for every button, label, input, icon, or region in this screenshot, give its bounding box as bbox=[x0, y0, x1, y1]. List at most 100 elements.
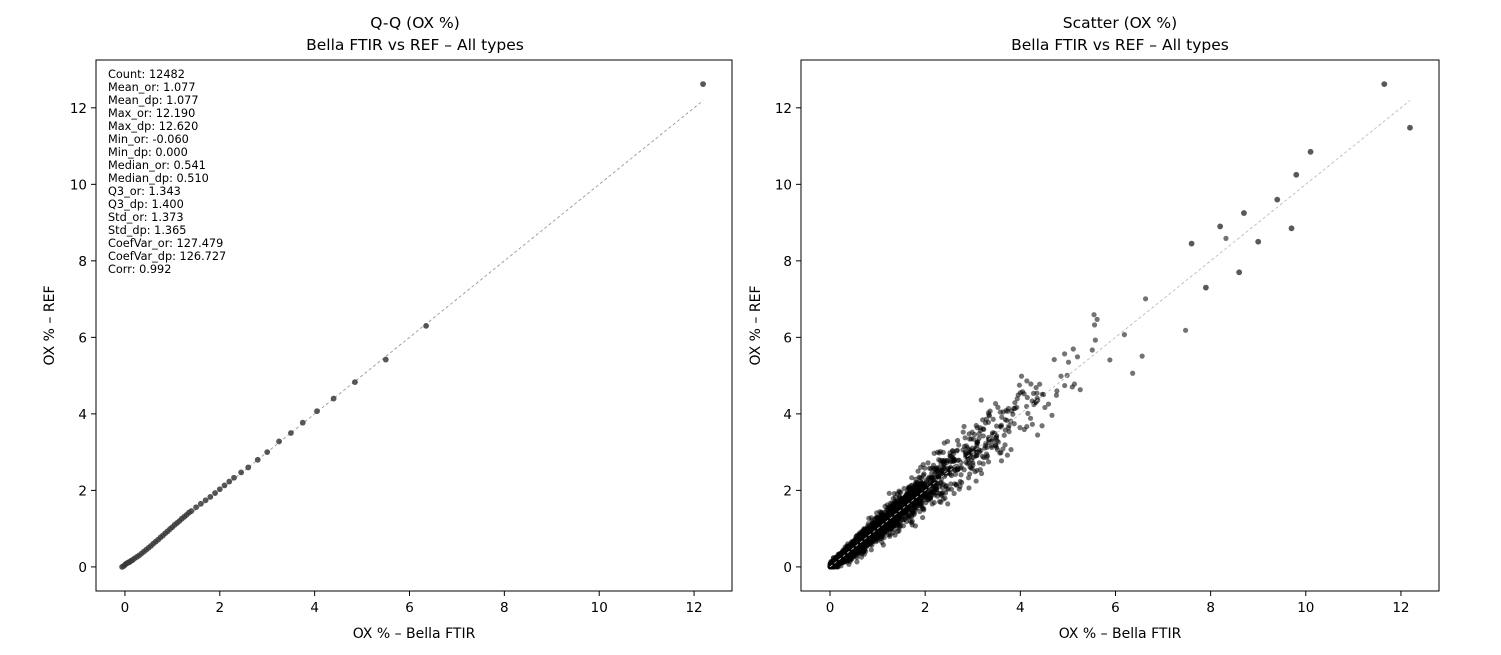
data-point bbox=[956, 442, 962, 448]
qq-y-tick-label: 6 bbox=[78, 330, 87, 346]
qq-y-tick-label: 10 bbox=[70, 177, 87, 193]
scatter-x-tick-label: 4 bbox=[1016, 600, 1025, 616]
stat-line: Q3_or: 1.343 bbox=[108, 185, 181, 198]
data-point bbox=[936, 450, 942, 456]
qq-y-tick-label: 0 bbox=[78, 560, 87, 576]
data-point bbox=[903, 518, 910, 525]
data-point bbox=[922, 465, 928, 471]
data-point bbox=[998, 458, 1005, 464]
stat-line: Std_or: 1.373 bbox=[108, 211, 184, 224]
qq-y-tick-label: 8 bbox=[78, 254, 87, 270]
data-point bbox=[976, 460, 983, 466]
data-point bbox=[1021, 391, 1027, 397]
data-point bbox=[912, 502, 918, 508]
data-point bbox=[903, 509, 909, 516]
data-point bbox=[949, 448, 956, 454]
data-point bbox=[1016, 382, 1023, 388]
data-point bbox=[1241, 210, 1247, 216]
data-point bbox=[980, 426, 986, 432]
qq-panel: Q-Q (OX %) Bella FTIR vs REF – All types… bbox=[42, 14, 733, 642]
stat-line: CoefVar_or: 127.479 bbox=[108, 237, 223, 250]
data-point bbox=[974, 425, 980, 431]
stat-line: CoefVar_dp: 126.727 bbox=[108, 250, 226, 263]
data-point bbox=[934, 493, 941, 499]
data-point bbox=[880, 542, 886, 548]
data-point bbox=[1089, 347, 1095, 353]
data-point bbox=[1033, 384, 1039, 391]
data-point bbox=[978, 397, 984, 403]
data-point bbox=[903, 492, 910, 498]
data-point bbox=[887, 531, 893, 537]
data-point bbox=[1065, 359, 1072, 365]
data-point bbox=[948, 465, 954, 471]
data-point bbox=[1034, 432, 1041, 438]
data-point bbox=[1018, 373, 1025, 379]
data-point bbox=[834, 555, 840, 561]
data-point bbox=[919, 475, 925, 481]
data-point bbox=[917, 508, 923, 515]
data-point bbox=[1139, 353, 1145, 359]
data-point bbox=[966, 485, 972, 491]
data-point bbox=[909, 475, 915, 481]
data-point bbox=[1236, 269, 1243, 276]
data-point bbox=[207, 493, 214, 500]
data-point bbox=[1142, 296, 1149, 302]
data-point bbox=[896, 495, 903, 501]
data-point bbox=[852, 542, 858, 548]
data-point bbox=[958, 472, 964, 478]
data-point bbox=[883, 521, 890, 527]
data-point bbox=[868, 547, 874, 553]
qq-x-tick-label: 4 bbox=[310, 600, 319, 616]
data-point bbox=[960, 429, 966, 435]
stat-line: Mean_or: 1.077 bbox=[108, 81, 196, 94]
data-point bbox=[992, 400, 999, 407]
data-point bbox=[871, 524, 878, 530]
data-point bbox=[931, 499, 937, 506]
data-point bbox=[945, 501, 951, 507]
data-point bbox=[1062, 382, 1068, 389]
data-point bbox=[1012, 400, 1018, 406]
data-point bbox=[999, 414, 1005, 420]
data-point bbox=[909, 522, 915, 528]
data-point bbox=[1024, 403, 1030, 410]
data-point bbox=[958, 459, 964, 466]
data-point bbox=[936, 483, 943, 489]
data-point bbox=[871, 537, 877, 544]
data-point bbox=[983, 416, 989, 422]
data-point bbox=[948, 472, 955, 479]
data-point bbox=[700, 81, 706, 88]
data-point bbox=[957, 478, 963, 485]
data-point bbox=[245, 464, 252, 471]
data-point bbox=[1000, 446, 1006, 452]
data-point bbox=[299, 419, 306, 426]
data-point bbox=[865, 521, 871, 527]
data-point bbox=[1091, 312, 1097, 318]
data-point bbox=[288, 430, 294, 436]
data-point bbox=[1274, 196, 1281, 203]
data-point bbox=[968, 448, 974, 455]
stat-line: Count: 12482 bbox=[108, 68, 185, 81]
data-point bbox=[1002, 417, 1008, 423]
data-point bbox=[875, 520, 881, 526]
data-point bbox=[1054, 388, 1060, 394]
data-point bbox=[984, 454, 990, 461]
data-point bbox=[1037, 381, 1043, 387]
data-point bbox=[961, 423, 967, 430]
data-point bbox=[1024, 394, 1030, 401]
data-point bbox=[842, 546, 848, 552]
scatter-x-tick-label: 12 bbox=[1392, 600, 1409, 616]
data-point bbox=[382, 356, 389, 363]
data-point bbox=[254, 456, 261, 463]
data-point bbox=[314, 408, 320, 415]
qq-x-tick-label: 6 bbox=[405, 600, 414, 616]
data-point bbox=[1029, 421, 1035, 427]
data-point bbox=[939, 492, 945, 498]
data-point bbox=[352, 379, 358, 386]
stat-line: Corr: 0.992 bbox=[108, 263, 171, 276]
scatter-x-axis-label: OX % – Bella FTIR bbox=[1059, 626, 1182, 642]
data-point bbox=[986, 413, 993, 419]
scatter-title: Scatter (OX %) bbox=[1063, 14, 1177, 32]
data-point bbox=[864, 537, 871, 543]
data-point bbox=[1188, 240, 1195, 247]
data-point bbox=[872, 516, 878, 522]
